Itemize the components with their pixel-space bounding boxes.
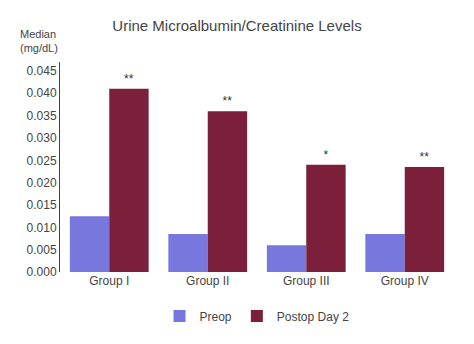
svg-text:0.005: 0.005	[27, 243, 57, 257]
svg-text:Urine Microalbumin/Creatinine: Urine Microalbumin/Creatinine Levels	[112, 17, 361, 34]
svg-text:Postop Day 2: Postop Day 2	[277, 310, 349, 324]
svg-text:**: **	[223, 94, 233, 108]
svg-text:**: **	[124, 72, 134, 86]
svg-text:0.000: 0.000	[27, 265, 57, 279]
svg-text:0.015: 0.015	[27, 198, 57, 212]
svg-text:0.020: 0.020	[27, 176, 57, 190]
svg-text:0.035: 0.035	[27, 109, 57, 123]
svg-text:0.025: 0.025	[27, 154, 57, 168]
svg-text:0.045: 0.045	[27, 64, 57, 78]
svg-text:*: *	[323, 148, 328, 162]
svg-text:**: **	[420, 150, 430, 164]
svg-text:Median(mg/dL): Median(mg/dL)	[20, 28, 58, 54]
svg-text:Group II: Group II	[186, 274, 229, 288]
svg-text:Group III: Group III	[283, 274, 330, 288]
svg-text:0.010: 0.010	[27, 221, 57, 235]
svg-text:Group IV: Group IV	[381, 274, 429, 288]
svg-text:0.040: 0.040	[27, 86, 57, 100]
svg-text:Preop: Preop	[200, 310, 232, 324]
svg-text:0.030: 0.030	[27, 131, 57, 145]
svg-text:Group I: Group I	[89, 274, 129, 288]
